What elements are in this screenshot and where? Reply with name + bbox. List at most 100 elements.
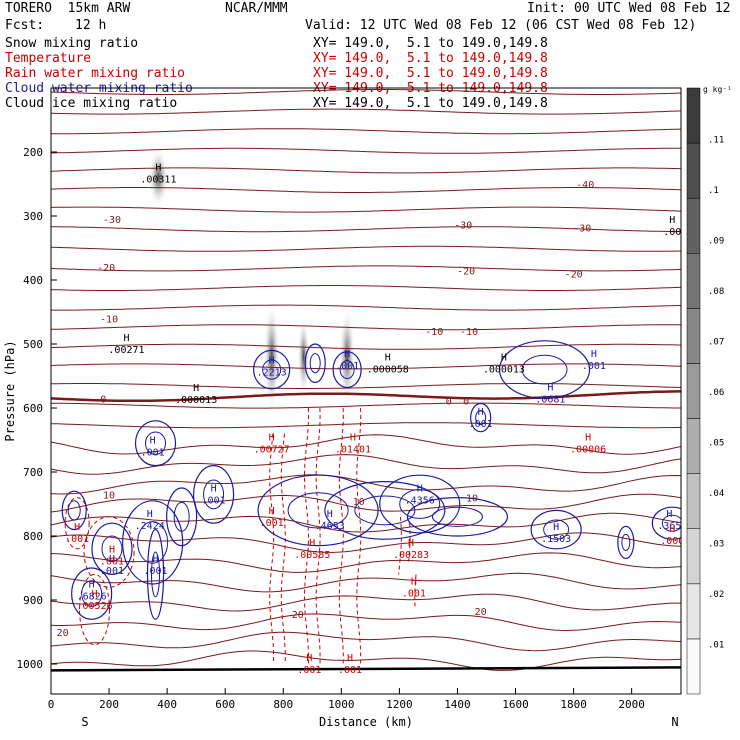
cloud-water-contour [379,474,461,534]
maximum-value-label: .001 [582,361,606,372]
colorbar-segment [686,253,701,309]
isotherm-label: -10 [425,327,443,338]
cloud-water-contour [253,349,291,390]
snow-shading [339,306,356,407]
isotherm-line [51,285,681,291]
field-snow-label: Snow mixing ratio [5,36,139,51]
y-axis-title: Pressure (hPa) [3,340,17,441]
cloud-water-contour [304,343,326,384]
maximum-value-label: .000058 [367,364,409,375]
maximum-marker: H [585,432,591,443]
maximum-marker: H [89,580,95,591]
freezing-level-line [51,390,681,403]
maximum-value-label: .000013 [483,364,525,375]
colorbar-segment [686,308,701,364]
forecast-hour: 12 h [75,18,107,33]
maximum-marker: H [478,407,484,418]
colorbar-segment [686,418,701,474]
maximum-value-label: .00006 [570,444,606,455]
y-tick-label: 900 [23,594,43,607]
rain-contour [83,516,135,588]
field-snow-xsec: XY= 149.0, 5.1 to 149.0,149.8 [313,36,548,51]
cloud-water-contour [134,420,177,467]
maximum-marker: H [150,436,156,447]
cloud-water-contour [137,521,169,564]
colorbar-tick-label: .03 [708,540,724,550]
cloud-water-contour [101,535,123,563]
colorbar-segment [686,528,701,585]
isotherm-line [51,532,681,553]
cloud-water-contour [71,567,113,620]
cloud-water-contour [332,351,362,389]
snow-shading [148,147,169,208]
maximum-value-label: .001 [402,588,426,599]
rain-contour [79,573,111,646]
maximum-value-label: .001 [260,518,284,529]
x-tick-label: 1800 [560,698,587,711]
isotherm-line [51,493,681,513]
maximum-value-label: .00271 [108,345,144,356]
colorbar-unit-label: g kg⁻¹ [703,85,732,94]
x-tick-label: 1600 [502,698,529,711]
cloud-water-contour [651,506,681,540]
rain-contour [280,433,286,665]
maximum-value-label: .00311 [140,174,176,185]
rain-contour [269,433,275,665]
maximum-marker: H [92,589,98,600]
isotherm-line [51,167,681,174]
x-tick-label: 200 [99,698,119,711]
cloud-water-contour [145,431,167,455]
maximum-value-label: .001 [469,419,493,430]
maximum-marker: H [408,538,414,549]
rain-contour [338,407,344,665]
isotherm-label: -30 [454,220,472,231]
maximum-marker: H [385,352,391,363]
cloud-water-contour [621,533,631,551]
y-tick-label: 300 [23,210,43,223]
colorbar-tick-label: .09 [708,237,724,247]
rain-contour [315,407,321,665]
colorbar-tick-label: .04 [708,489,724,499]
maximum-marker: H [327,509,333,520]
cloud-water-contour [262,359,282,380]
maximum-marker: H [147,509,153,520]
maximum-marker: H [666,509,672,520]
x-tick-label: 1200 [386,698,413,711]
maximum-value-label: .00727 [254,444,290,455]
isotherm-line [51,572,681,593]
cloud-water-contour [475,410,487,426]
field-temperature-xsec: XY= 149.0, 5.1 to 149.0,149.8 [313,51,548,66]
x-tick-label: 600 [215,698,235,711]
isotherm-line [51,402,681,409]
colorbar-tick-label: .02 [708,590,724,600]
cloud-water-contour [543,519,570,540]
snow-shading [263,301,280,412]
maximum-marker: H [669,524,675,535]
maximum-marker: H [547,382,553,393]
isotherm-label: 0 [100,394,106,405]
maximum-value-label: .1503 [541,534,571,545]
isotherm-label: -30 [573,224,591,235]
isotherm-line [51,434,681,455]
init-time: Init: 00 UTC Wed 08 Feb 12 [527,1,731,16]
y-tick-label: 400 [23,274,43,287]
cloud-water-contour [81,580,103,607]
cloud-water-contour [287,492,349,529]
maximum-marker: H [109,554,115,565]
isotherm-line [51,108,681,115]
maximum-marker: H [344,349,350,360]
isotherm-label: 20 [292,610,304,621]
isotherm-line [51,245,681,252]
rain-contour [304,407,310,665]
isotherm-line [51,383,681,389]
isotherm-line [51,631,681,652]
maximum-value-label: .001 [141,448,165,459]
y-tick-label: 1000 [17,658,44,671]
maximum-marker: H [347,653,353,664]
cloud-water-contour [399,489,441,519]
isotherm-line [51,128,681,135]
cloud-water-contour [431,506,483,527]
cross-section-end-label: N [671,715,678,729]
